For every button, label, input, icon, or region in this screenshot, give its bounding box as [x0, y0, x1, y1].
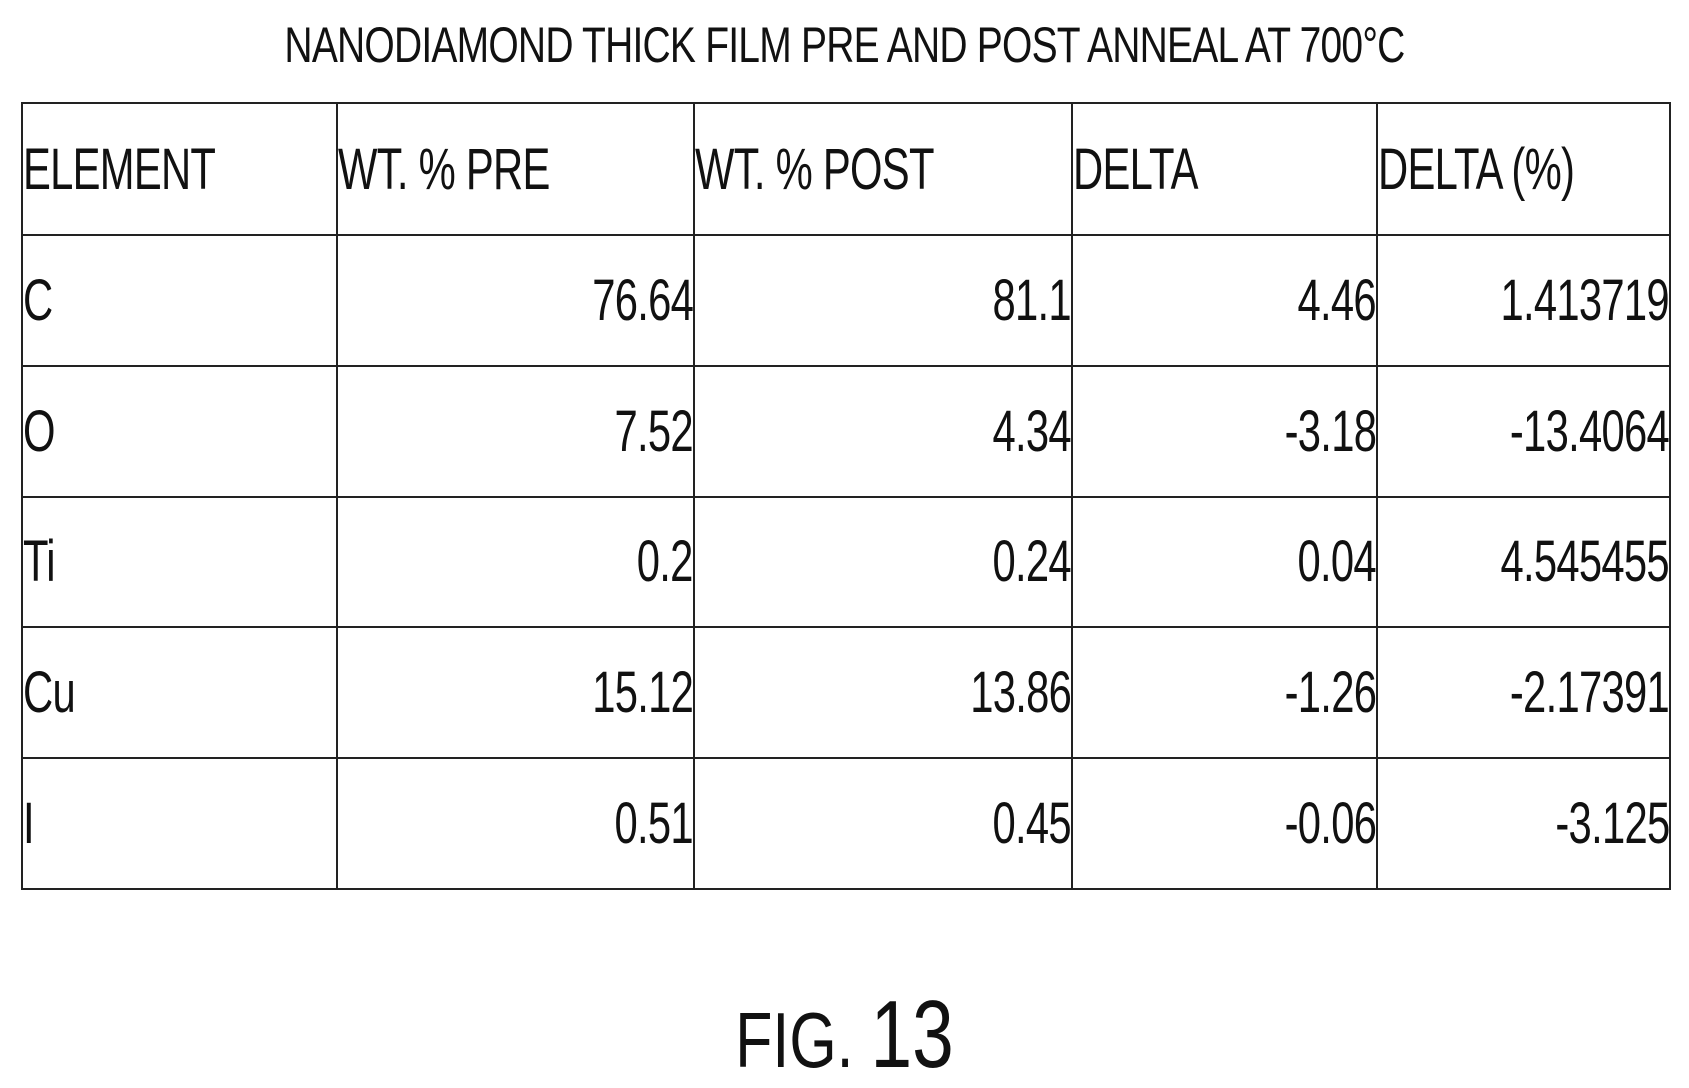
wt-post-cell: 81.1 — [693, 234, 1073, 367]
delta-cell: -0.06 — [1071, 757, 1378, 890]
table-row: O 7.52 4.34 -3.18 -13.4064 — [21, 364, 1671, 498]
wt-pre-cell: 7.52 — [336, 364, 695, 498]
column-header-delta: DELTA — [1071, 102, 1378, 236]
element-cell: Cu — [21, 626, 338, 760]
delta-cell: 0.04 — [1071, 495, 1378, 629]
delta-cell: 4.46 — [1071, 234, 1378, 367]
wt-post-cell: 4.34 — [693, 364, 1073, 498]
delta-cell: -3.18 — [1071, 364, 1378, 498]
delta-percent-cell: -3.125 — [1376, 757, 1671, 890]
delta-cell: -1.26 — [1071, 626, 1378, 760]
table-row: Cu 15.12 13.86 -1.26 -2.17391 — [21, 626, 1671, 760]
table-row: I 0.51 0.45 -0.06 -3.125 — [21, 757, 1671, 890]
header-row: ELEMENT WT. % PRE WT. % POST DELTA DELTA… — [21, 102, 1671, 236]
column-header-wt-pre: WT. % PRE — [336, 102, 695, 236]
wt-post-cell: 0.45 — [693, 757, 1073, 890]
figure-number: 13 — [870, 981, 954, 1088]
column-header-wt-post: WT. % POST — [693, 102, 1073, 236]
wt-pre-cell: 0.2 — [336, 495, 695, 629]
wt-pre-cell: 15.12 — [336, 626, 695, 760]
element-cell: O — [21, 364, 338, 498]
composition-table: ELEMENT WT. % PRE WT. % POST DELTA DELTA… — [21, 102, 1671, 890]
delta-percent-cell: 1.413719 — [1376, 234, 1671, 367]
delta-percent-cell: 4.545455 — [1376, 495, 1671, 629]
delta-percent-cell: -2.17391 — [1376, 626, 1671, 760]
column-header-delta-percent: DELTA (%) — [1376, 102, 1671, 236]
column-header-element: ELEMENT — [21, 102, 338, 236]
element-cell: I — [21, 757, 338, 890]
wt-pre-cell: 76.64 — [336, 234, 695, 367]
figure-label: FIG. 13 — [186, 987, 1503, 1085]
wt-post-cell: 13.86 — [693, 626, 1073, 760]
table-title: NANODIAMOND THICK FILM PRE AND POST ANNE… — [284, 17, 1405, 73]
element-cell: Ti — [21, 495, 338, 629]
table-row: C 76.64 81.1 4.46 1.413719 — [21, 234, 1671, 367]
element-cell: C — [21, 234, 338, 367]
wt-pre-cell: 0.51 — [336, 757, 695, 890]
figure-prefix: FIG. — [735, 996, 854, 1084]
wt-post-cell: 0.24 — [693, 495, 1073, 629]
delta-percent-cell: -13.4064 — [1376, 364, 1671, 498]
table-row: Ti 0.2 0.24 0.04 4.545455 — [21, 495, 1671, 629]
